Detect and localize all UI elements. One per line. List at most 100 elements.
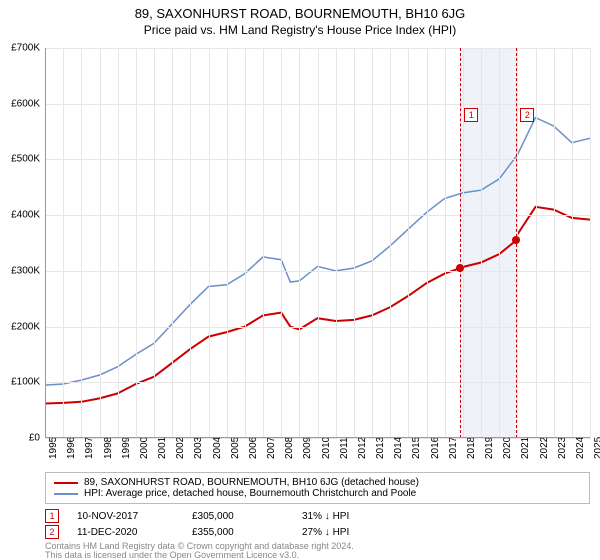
legend-row: HPI: Average price, detached house, Bour… [54, 488, 581, 499]
footer: Contains HM Land Registry data © Crown c… [45, 542, 354, 560]
transaction-row: 1 10-NOV-2017£305,00031% ↓ HPI [45, 508, 402, 524]
gridline-vertical [136, 48, 137, 438]
x-axis-label: 2008 [284, 437, 295, 459]
gridline-vertical [590, 48, 591, 438]
transaction-table: 1 10-NOV-2017£305,00031% ↓ HPI 2 11-DEC-202… [45, 508, 402, 540]
gridline-vertical [536, 48, 537, 438]
x-axis-label: 2023 [557, 437, 568, 459]
x-axis-label: 2020 [502, 437, 513, 459]
y-axis-label: £700K [0, 43, 40, 54]
gridline-vertical [572, 48, 573, 438]
x-axis-label: 2007 [266, 437, 277, 459]
gridline-vertical [81, 48, 82, 438]
x-axis-label: 2011 [339, 437, 350, 459]
legend-label: HPI: Average price, detached house, Bour… [84, 488, 416, 499]
x-axis-label: 2017 [448, 437, 459, 459]
gridline-vertical [281, 48, 282, 438]
legend: 89, SAXONHURST ROAD, BOURNEMOUTH, BH10 6… [45, 472, 590, 504]
transaction-date: 10-NOV-2017 [77, 511, 192, 522]
legend-label: 89, SAXONHURST ROAD, BOURNEMOUTH, BH10 6… [84, 477, 419, 488]
y-axis-label: £300K [0, 265, 40, 276]
gridline-vertical [336, 48, 337, 438]
gridline-vertical [554, 48, 555, 438]
gridline-vertical [100, 48, 101, 438]
transaction-delta: 31% ↓ HPI [302, 511, 402, 522]
title-block: 89, SAXONHURST ROAD, BOURNEMOUTH, BH10 6… [0, 0, 600, 37]
x-axis-label: 2013 [375, 437, 386, 459]
gridline-vertical [190, 48, 191, 438]
x-axis-label: 2005 [230, 437, 241, 459]
y-axis-label: £100K [0, 377, 40, 388]
x-axis-label: 1998 [103, 437, 114, 459]
gridline-vertical [481, 48, 482, 438]
gridline-vertical [427, 48, 428, 438]
x-axis-label: 2012 [357, 437, 368, 459]
x-axis-label: 2021 [520, 437, 531, 459]
transaction-point [456, 264, 464, 272]
x-axis-label: 2006 [248, 437, 259, 459]
gridline-vertical [154, 48, 155, 438]
title-line1: 89, SAXONHURST ROAD, BOURNEMOUTH, BH10 6… [0, 6, 600, 21]
gridline-vertical [245, 48, 246, 438]
transaction-marker-box: 2 [520, 108, 534, 122]
title-line2: Price paid vs. HM Land Registry's House … [0, 23, 600, 37]
transaction-row-marker: 1 [45, 509, 59, 523]
transaction-price: £305,000 [192, 511, 302, 522]
y-axis-line [45, 48, 46, 438]
transaction-point [512, 236, 520, 244]
x-axis-label: 2010 [321, 437, 332, 459]
y-axis-label: £0 [0, 433, 40, 444]
x-axis-label: 2000 [139, 437, 150, 459]
x-axis-line [45, 437, 590, 438]
gridline-vertical [118, 48, 119, 438]
gridline-vertical [499, 48, 500, 438]
x-axis-label: 2003 [193, 437, 204, 459]
gridline-vertical [263, 48, 264, 438]
x-axis-label: 2001 [157, 437, 168, 459]
x-axis-label: 2018 [466, 437, 477, 459]
gridline-vertical [372, 48, 373, 438]
x-axis-label: 2016 [430, 437, 441, 459]
gridline-vertical [463, 48, 464, 438]
y-axis-label: £400K [0, 210, 40, 221]
footer-line2: This data is licensed under the Open Gov… [45, 551, 354, 560]
x-axis-label: 2022 [539, 437, 550, 459]
x-axis-label: 1999 [121, 437, 132, 459]
y-axis-label: £500K [0, 154, 40, 165]
chart-plot-area: £0£100K£200K£300K£400K£500K£600K£700K199… [45, 48, 590, 438]
transaction-delta: 27% ↓ HPI [302, 527, 402, 538]
x-axis-label: 1995 [48, 437, 59, 459]
y-axis-label: £200K [0, 321, 40, 332]
gridline-vertical [63, 48, 64, 438]
x-axis-label: 2002 [175, 437, 186, 459]
chart-container: 89, SAXONHURST ROAD, BOURNEMOUTH, BH10 6… [0, 0, 600, 560]
gridline-vertical [354, 48, 355, 438]
gridline-vertical [318, 48, 319, 438]
transaction-row-marker: 2 [45, 525, 59, 539]
x-axis-label: 2015 [411, 437, 422, 459]
gridline-vertical [227, 48, 228, 438]
legend-swatch [54, 493, 78, 495]
x-axis-label: 2004 [212, 437, 223, 459]
x-axis-label: 2014 [393, 437, 404, 459]
legend-row: 89, SAXONHURST ROAD, BOURNEMOUTH, BH10 6… [54, 477, 581, 488]
gridline-vertical [390, 48, 391, 438]
transaction-row: 2 11-DEC-2020£355,00027% ↓ HPI [45, 524, 402, 540]
x-axis-label: 1997 [84, 437, 95, 459]
x-axis-label: 2009 [302, 437, 313, 459]
x-axis-label: 2025 [593, 437, 600, 459]
transaction-dash-line [460, 48, 461, 438]
transaction-marker-box: 1 [464, 108, 478, 122]
legend-swatch [54, 482, 78, 484]
transaction-date: 11-DEC-2020 [77, 527, 192, 538]
x-axis-label: 2024 [575, 437, 586, 459]
gridline-vertical [445, 48, 446, 438]
gridline-vertical [299, 48, 300, 438]
transaction-price: £355,000 [192, 527, 302, 538]
gridline-vertical [408, 48, 409, 438]
y-axis-label: £600K [0, 98, 40, 109]
x-axis-label: 1996 [66, 437, 77, 459]
x-axis-label: 2019 [484, 437, 495, 459]
gridline-vertical [172, 48, 173, 438]
gridline-vertical [209, 48, 210, 438]
